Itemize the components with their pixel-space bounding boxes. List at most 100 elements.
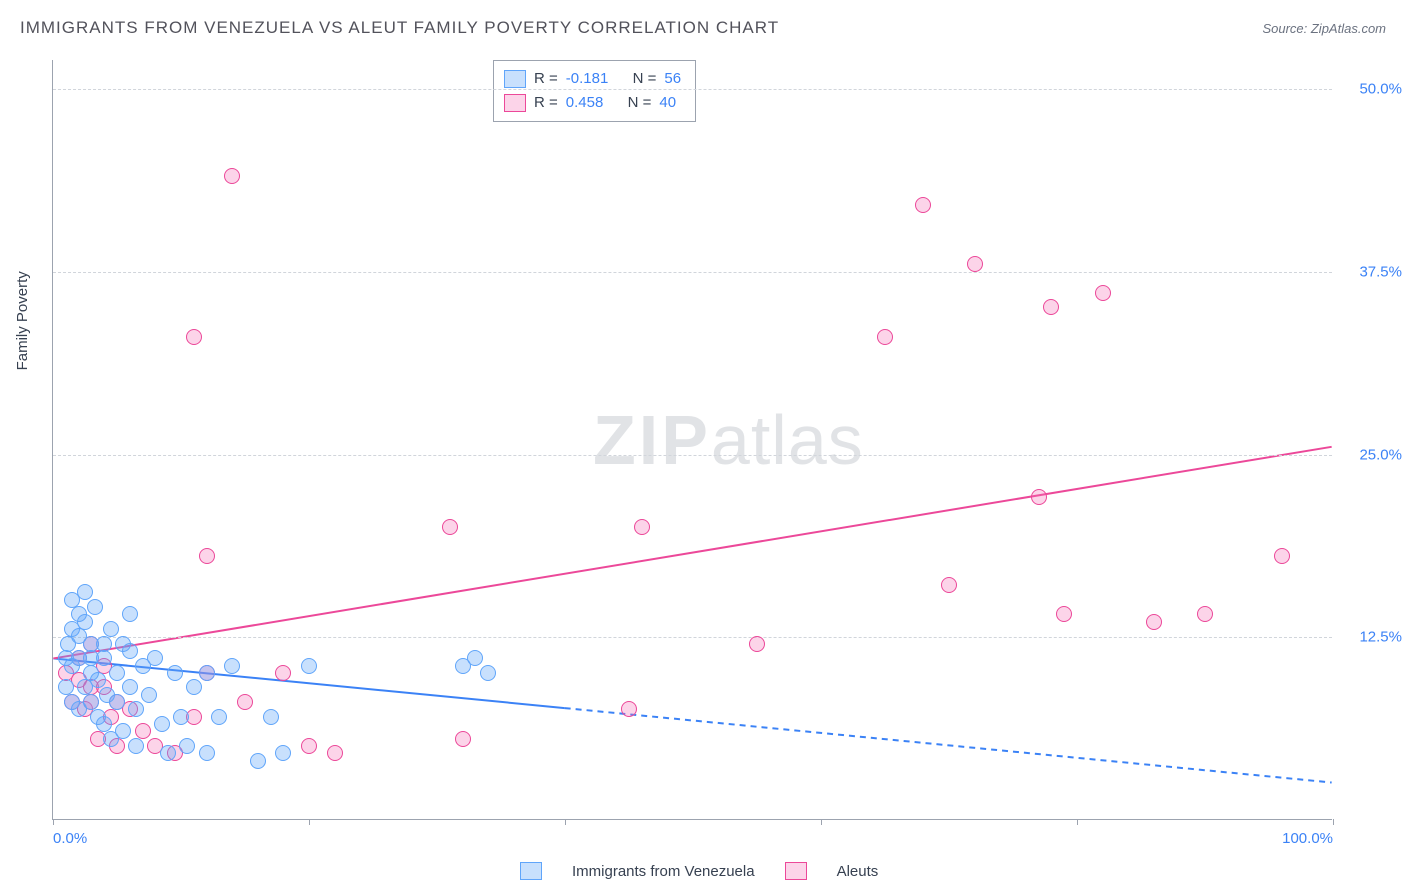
scatter-point-aleuts: [1031, 489, 1047, 505]
scatter-point-venezuela: [167, 665, 183, 681]
x-tick: [565, 819, 566, 825]
scatter-point-venezuela: [77, 584, 93, 600]
y-tick-label: 12.5%: [1342, 629, 1402, 646]
stats-row-venezuela: R = -0.181 N = 56: [504, 67, 681, 91]
legend-label-venezuela: Immigrants from Venezuela: [572, 863, 755, 880]
x-tick: [821, 819, 822, 825]
R-value-venezuela: -0.181: [566, 67, 609, 91]
scatter-point-venezuela: [301, 658, 317, 674]
x-tick-label: 0.0%: [53, 830, 87, 847]
x-tick: [53, 819, 54, 825]
scatter-point-venezuela: [199, 745, 215, 761]
swatch-venezuela: [504, 70, 526, 88]
scatter-point-venezuela: [77, 614, 93, 630]
gridline: [53, 272, 1332, 273]
scatter-point-venezuela: [128, 738, 144, 754]
y-tick-label: 37.5%: [1342, 263, 1402, 280]
scatter-point-aleuts: [455, 731, 471, 747]
scatter-point-aleuts: [135, 723, 151, 739]
scatter-point-aleuts: [237, 694, 253, 710]
scatter-point-aleuts: [301, 738, 317, 754]
scatter-point-aleuts: [199, 548, 215, 564]
scatter-point-venezuela: [122, 643, 138, 659]
scatter-point-venezuela: [109, 665, 125, 681]
scatter-point-aleuts: [1197, 606, 1213, 622]
chart-header: IMMIGRANTS FROM VENEZUELA VS ALEUT FAMIL…: [20, 18, 1386, 38]
R-label: R =: [534, 67, 558, 91]
scatter-point-venezuela: [147, 650, 163, 666]
N-label: N =: [633, 67, 657, 91]
N-label: N =: [628, 91, 652, 115]
legend-label-aleuts: Aleuts: [837, 863, 879, 880]
scatter-point-venezuela: [224, 658, 240, 674]
gridline: [53, 89, 1332, 90]
scatter-point-venezuela: [115, 723, 131, 739]
scatter-point-venezuela: [109, 694, 125, 710]
x-tick: [309, 819, 310, 825]
scatter-point-venezuela: [467, 650, 483, 666]
source-attribution: Source: ZipAtlas.com: [1262, 21, 1386, 36]
scatter-point-aleuts: [941, 577, 957, 593]
scatter-point-venezuela: [275, 745, 291, 761]
R-value-aleuts: 0.458: [566, 91, 604, 115]
chart-title: IMMIGRANTS FROM VENEZUELA VS ALEUT FAMIL…: [20, 18, 779, 38]
scatter-point-venezuela: [480, 665, 496, 681]
scatter-point-aleuts: [967, 256, 983, 272]
scatter-point-venezuela: [128, 701, 144, 717]
scatter-point-venezuela: [154, 716, 170, 732]
scatter-point-aleuts: [1095, 285, 1111, 301]
scatter-point-aleuts: [749, 636, 765, 652]
x-tick: [1077, 819, 1078, 825]
legend-swatch-aleuts: [785, 862, 807, 880]
scatter-point-venezuela: [96, 650, 112, 666]
scatter-point-aleuts: [1043, 299, 1059, 315]
gridline: [53, 455, 1332, 456]
swatch-aleuts: [504, 94, 526, 112]
scatter-point-venezuela: [90, 672, 106, 688]
scatter-point-aleuts: [915, 197, 931, 213]
scatter-point-venezuela: [122, 679, 138, 695]
scatter-point-venezuela: [122, 606, 138, 622]
gridline: [53, 637, 1332, 638]
scatter-point-venezuela: [87, 599, 103, 615]
scatter-point-aleuts: [1056, 606, 1072, 622]
scatter-plot-area: ZIPatlas R = -0.181 N = 56 R = 0.458 N =…: [52, 60, 1332, 820]
y-tick-label: 50.0%: [1342, 81, 1402, 98]
scatter-point-aleuts: [877, 329, 893, 345]
scatter-point-venezuela: [179, 738, 195, 754]
scatter-point-venezuela: [173, 709, 189, 725]
R-label: R =: [534, 91, 558, 115]
y-axis-label: Family Poverty: [14, 271, 31, 370]
scatter-point-venezuela: [96, 716, 112, 732]
scatter-point-venezuela: [250, 753, 266, 769]
scatter-point-venezuela: [141, 687, 157, 703]
scatter-point-aleuts: [1146, 614, 1162, 630]
scatter-point-venezuela: [96, 636, 112, 652]
bottom-legend: Immigrants from Venezuela Aleuts: [520, 862, 878, 880]
scatter-point-venezuela: [58, 679, 74, 695]
scatter-point-aleuts: [634, 519, 650, 535]
scatter-point-venezuela: [211, 709, 227, 725]
stats-row-aleuts: R = 0.458 N = 40: [504, 91, 681, 115]
scatter-point-venezuela: [83, 694, 99, 710]
scatter-point-venezuela: [160, 745, 176, 761]
scatter-point-aleuts: [327, 745, 343, 761]
scatter-point-aleuts: [442, 519, 458, 535]
scatter-point-aleuts: [1274, 548, 1290, 564]
watermark-atlas: atlas: [711, 401, 864, 479]
scatter-point-aleuts: [275, 665, 291, 681]
scatter-point-aleuts: [224, 168, 240, 184]
watermark-zip: ZIP: [593, 401, 711, 479]
scatter-point-venezuela: [186, 679, 202, 695]
legend-swatch-venezuela: [520, 862, 542, 880]
N-value-aleuts: 40: [659, 91, 676, 115]
correlation-stats-box: R = -0.181 N = 56 R = 0.458 N = 40: [493, 60, 696, 122]
y-tick-label: 25.0%: [1342, 446, 1402, 463]
scatter-point-aleuts: [621, 701, 637, 717]
scatter-point-aleuts: [186, 329, 202, 345]
x-tick-label: 100.0%: [1282, 830, 1333, 847]
N-value-venezuela: 56: [664, 67, 681, 91]
x-tick: [1333, 819, 1334, 825]
scatter-point-venezuela: [103, 621, 119, 637]
scatter-point-venezuela: [263, 709, 279, 725]
